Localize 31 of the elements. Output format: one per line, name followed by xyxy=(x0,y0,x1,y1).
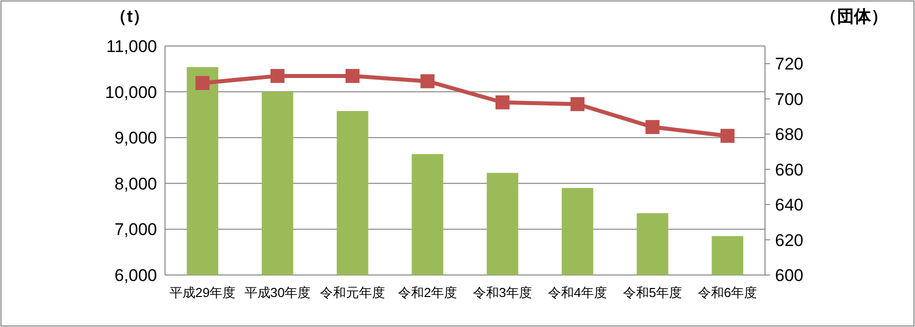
point xyxy=(646,120,660,134)
x-tick-label: 令和元年度 xyxy=(320,285,385,300)
point xyxy=(496,95,510,110)
y-tick-label: 6,000 xyxy=(114,266,157,285)
point xyxy=(420,74,434,88)
y2-tick-label: 660 xyxy=(775,160,804,180)
x-tick-label: 令和3年度 xyxy=(472,285,532,300)
y-tick-label: 11,000 xyxy=(106,37,157,56)
point xyxy=(570,97,584,112)
x-tick-label: 平成29年度 xyxy=(169,285,236,300)
y2-tick-label: 680 xyxy=(775,125,804,144)
y2-tick-label: 620 xyxy=(775,230,804,250)
y-tick-label: 9,000 xyxy=(114,128,157,148)
y2-axis-title: （団体） xyxy=(820,7,888,26)
point xyxy=(720,128,734,143)
y2-tick-label: 640 xyxy=(775,196,804,215)
y-axis-title: （t） xyxy=(110,7,150,26)
point xyxy=(270,68,284,83)
y2-tick-label: 700 xyxy=(775,90,804,109)
point xyxy=(196,76,210,90)
x-tick-label: 令和6年度 xyxy=(698,285,758,300)
x-tick-label: 平成30年度 xyxy=(244,285,311,300)
y2-tick-label: 600 xyxy=(775,266,804,285)
x-tick-label: 令和2年度 xyxy=(398,285,458,300)
point xyxy=(346,68,360,83)
y2-tick-label: 720 xyxy=(775,54,804,74)
y-tick-label: 8,000 xyxy=(114,174,157,194)
x-tick-label: 令和5年度 xyxy=(622,285,682,300)
x-tick-label: 令和4年度 xyxy=(548,285,608,300)
y-tick-label: 10,000 xyxy=(105,82,157,102)
y-tick-label: 7,000 xyxy=(114,220,157,240)
